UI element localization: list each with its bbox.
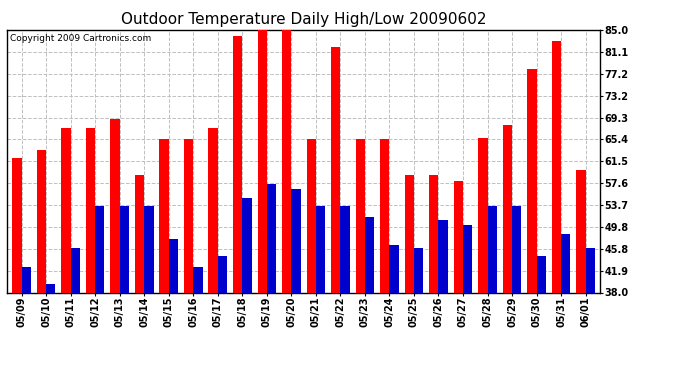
Bar xyxy=(159,140,169,292)
Bar xyxy=(291,189,301,292)
Bar xyxy=(282,30,291,292)
Bar xyxy=(110,119,119,292)
Bar xyxy=(306,140,316,292)
Bar xyxy=(355,140,365,292)
Bar xyxy=(429,175,438,292)
Bar xyxy=(365,217,374,292)
Bar xyxy=(119,206,129,292)
Bar xyxy=(193,267,203,292)
Bar xyxy=(184,140,193,292)
Bar xyxy=(340,206,350,292)
Bar xyxy=(37,150,46,292)
Bar xyxy=(267,184,276,292)
Bar xyxy=(61,128,70,292)
Bar xyxy=(95,206,104,292)
Bar xyxy=(503,125,512,292)
Bar xyxy=(70,248,80,292)
Bar xyxy=(512,206,522,292)
Bar xyxy=(331,47,340,292)
Bar xyxy=(135,175,144,292)
Bar xyxy=(527,69,537,292)
Bar xyxy=(46,284,55,292)
Bar xyxy=(537,256,546,292)
Bar xyxy=(414,248,423,292)
Bar xyxy=(21,267,31,292)
Bar xyxy=(478,138,488,292)
Bar xyxy=(389,245,399,292)
Bar xyxy=(316,206,325,292)
Bar xyxy=(12,159,21,292)
Bar xyxy=(233,36,242,292)
Bar xyxy=(438,220,448,292)
Bar xyxy=(561,234,571,292)
Bar xyxy=(404,175,414,292)
Bar xyxy=(488,206,497,292)
Bar xyxy=(257,30,267,292)
Bar xyxy=(380,140,389,292)
Bar xyxy=(86,128,95,292)
Bar xyxy=(463,225,472,292)
Bar xyxy=(144,206,154,292)
Bar xyxy=(453,181,463,292)
Bar xyxy=(169,240,178,292)
Bar xyxy=(576,170,586,292)
Title: Outdoor Temperature Daily High/Low 20090602: Outdoor Temperature Daily High/Low 20090… xyxy=(121,12,486,27)
Bar xyxy=(218,256,227,292)
Bar xyxy=(242,198,252,292)
Text: Copyright 2009 Cartronics.com: Copyright 2009 Cartronics.com xyxy=(10,34,151,43)
Bar xyxy=(208,128,218,292)
Bar xyxy=(552,41,561,292)
Bar xyxy=(586,248,595,292)
